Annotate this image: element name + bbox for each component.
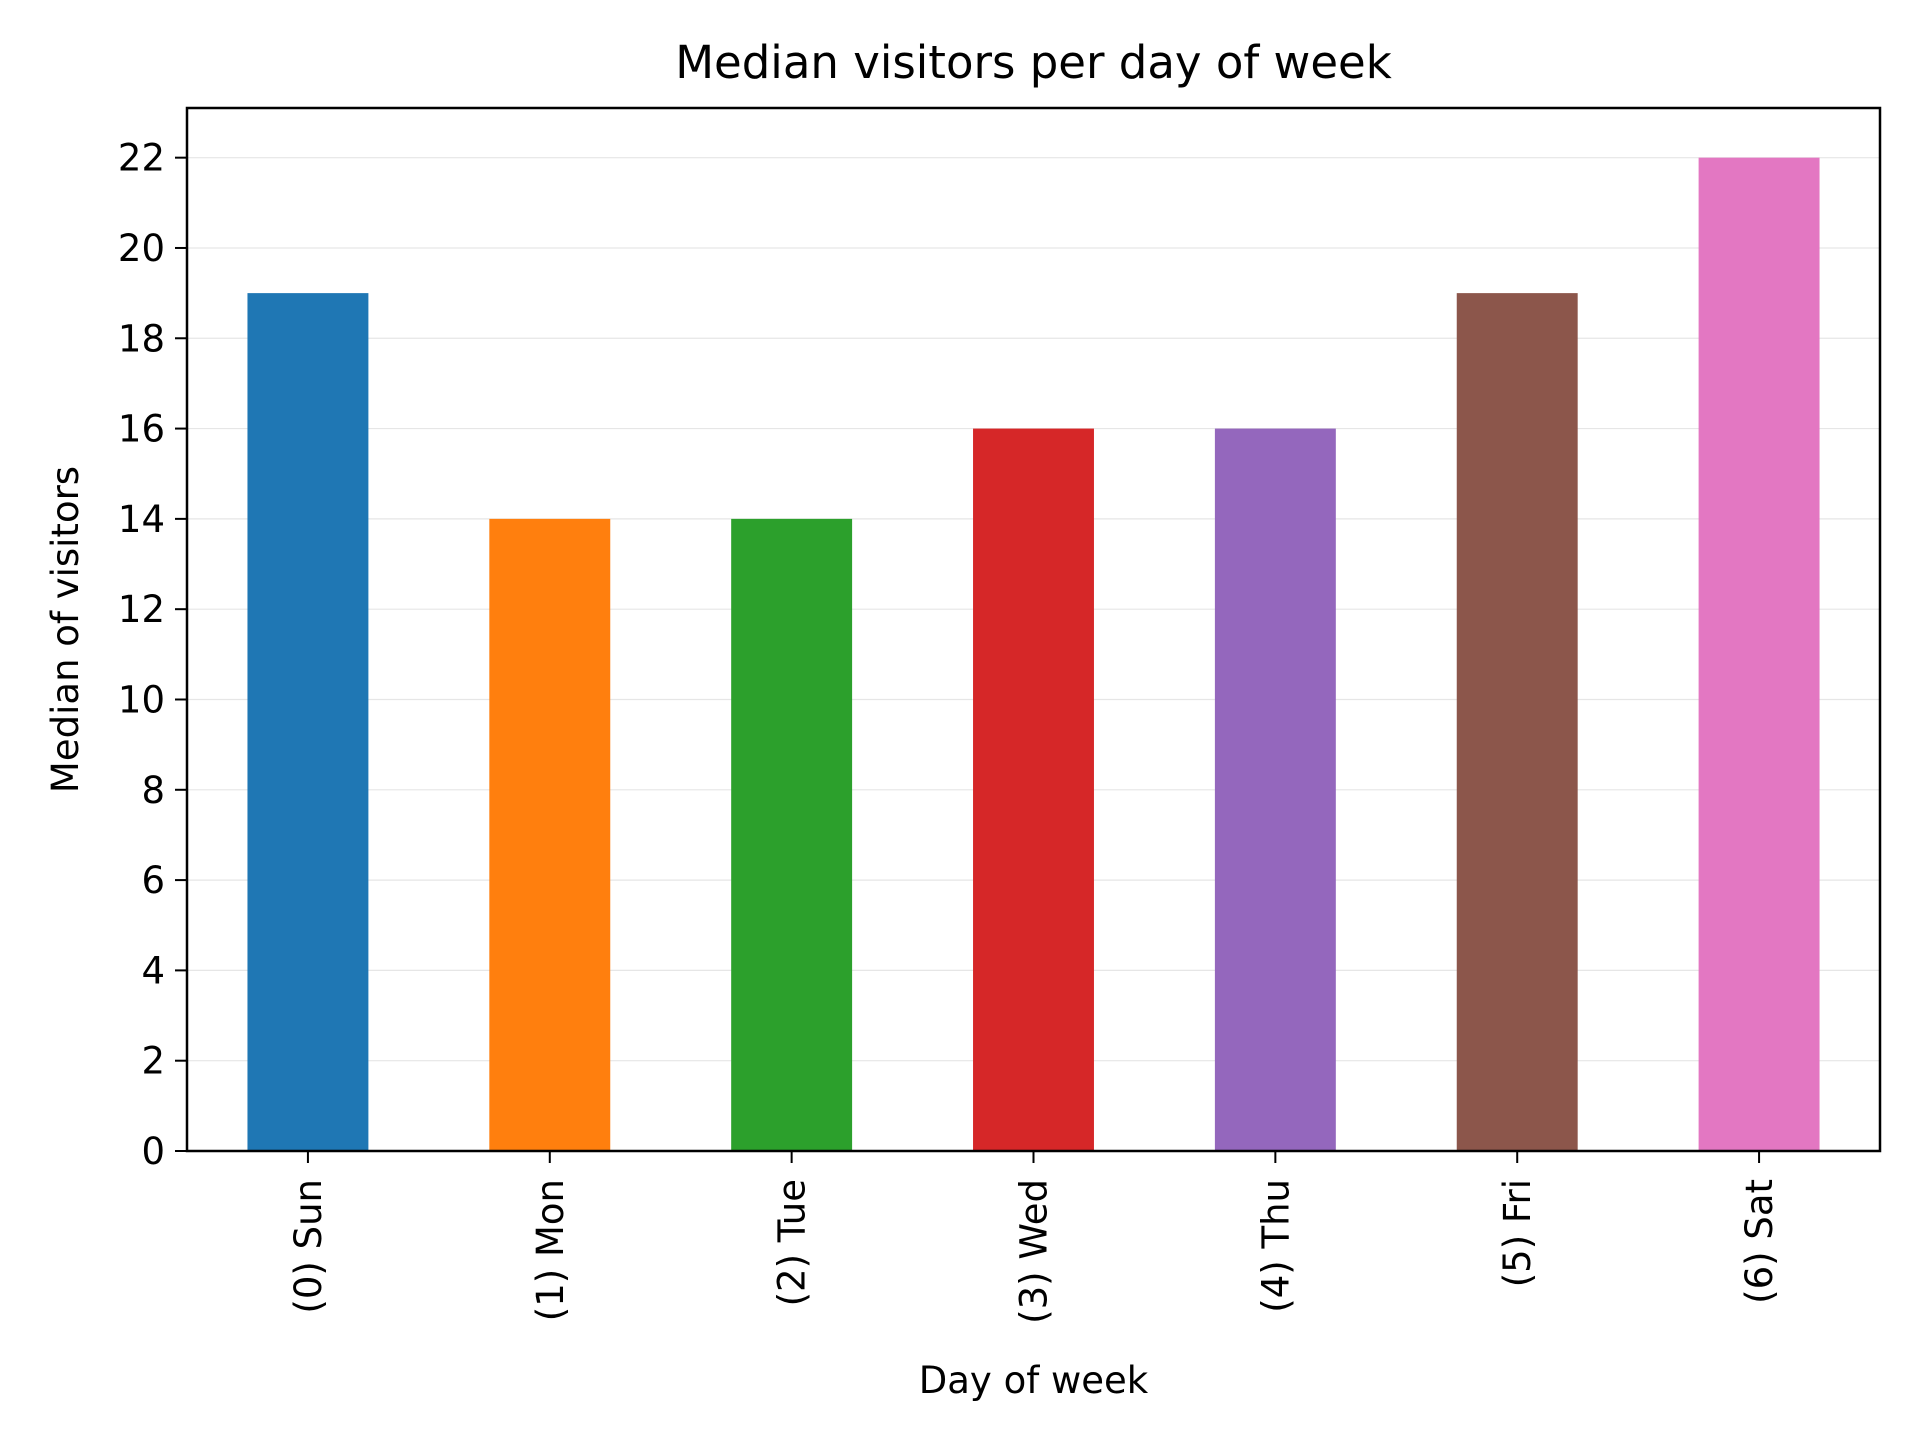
y-tick-label: 18 — [118, 317, 165, 360]
y-axis-ticks: 0 2 4 6 8 10 12 14 16 18 20 22 — [118, 137, 187, 1173]
bar — [1214, 428, 1336, 1151]
y-tick-label: 14 — [118, 498, 165, 541]
bar — [247, 293, 369, 1151]
x-tick-label: (5) Fri — [1496, 1179, 1539, 1287]
bar — [731, 518, 853, 1151]
y-tick-label: 2 — [141, 1040, 165, 1083]
x-tick-label: (1) Mon — [529, 1179, 572, 1321]
x-tick-label: (6) Sat — [1738, 1179, 1781, 1304]
x-tick-label: (2) Tue — [771, 1179, 814, 1306]
bar — [489, 518, 611, 1151]
x-tick-label: (3) Wed — [1013, 1179, 1056, 1324]
bar — [973, 428, 1094, 1151]
x-tick-label: (0) Sun — [287, 1179, 330, 1314]
y-tick-label: 0 — [141, 1130, 165, 1173]
x-axis-label: Day of week — [919, 1359, 1149, 1402]
y-tick-label: 20 — [118, 227, 165, 270]
y-tick-label: 12 — [118, 588, 165, 631]
y-axis-label: Median of visitors — [44, 466, 87, 793]
y-tick-label: 8 — [141, 769, 165, 812]
bar — [1698, 157, 1820, 1151]
y-tick-label: 10 — [118, 678, 165, 721]
y-tick-label: 16 — [118, 408, 165, 451]
x-axis-ticks: (0) Sun (1) Mon (2) Tue (3) Wed (4) Thu (5) F… — [287, 1151, 1781, 1324]
x-tick-label: (4) Thu — [1254, 1179, 1297, 1313]
bars — [247, 157, 1820, 1151]
y-tick-label: 6 — [141, 859, 165, 902]
y-tick-label: 4 — [141, 949, 165, 992]
bar — [1456, 293, 1578, 1151]
plot-frame — [185, 106, 1882, 1153]
chart-title: Median visitors per day of week — [675, 36, 1392, 89]
y-tick-label: 22 — [118, 137, 165, 180]
